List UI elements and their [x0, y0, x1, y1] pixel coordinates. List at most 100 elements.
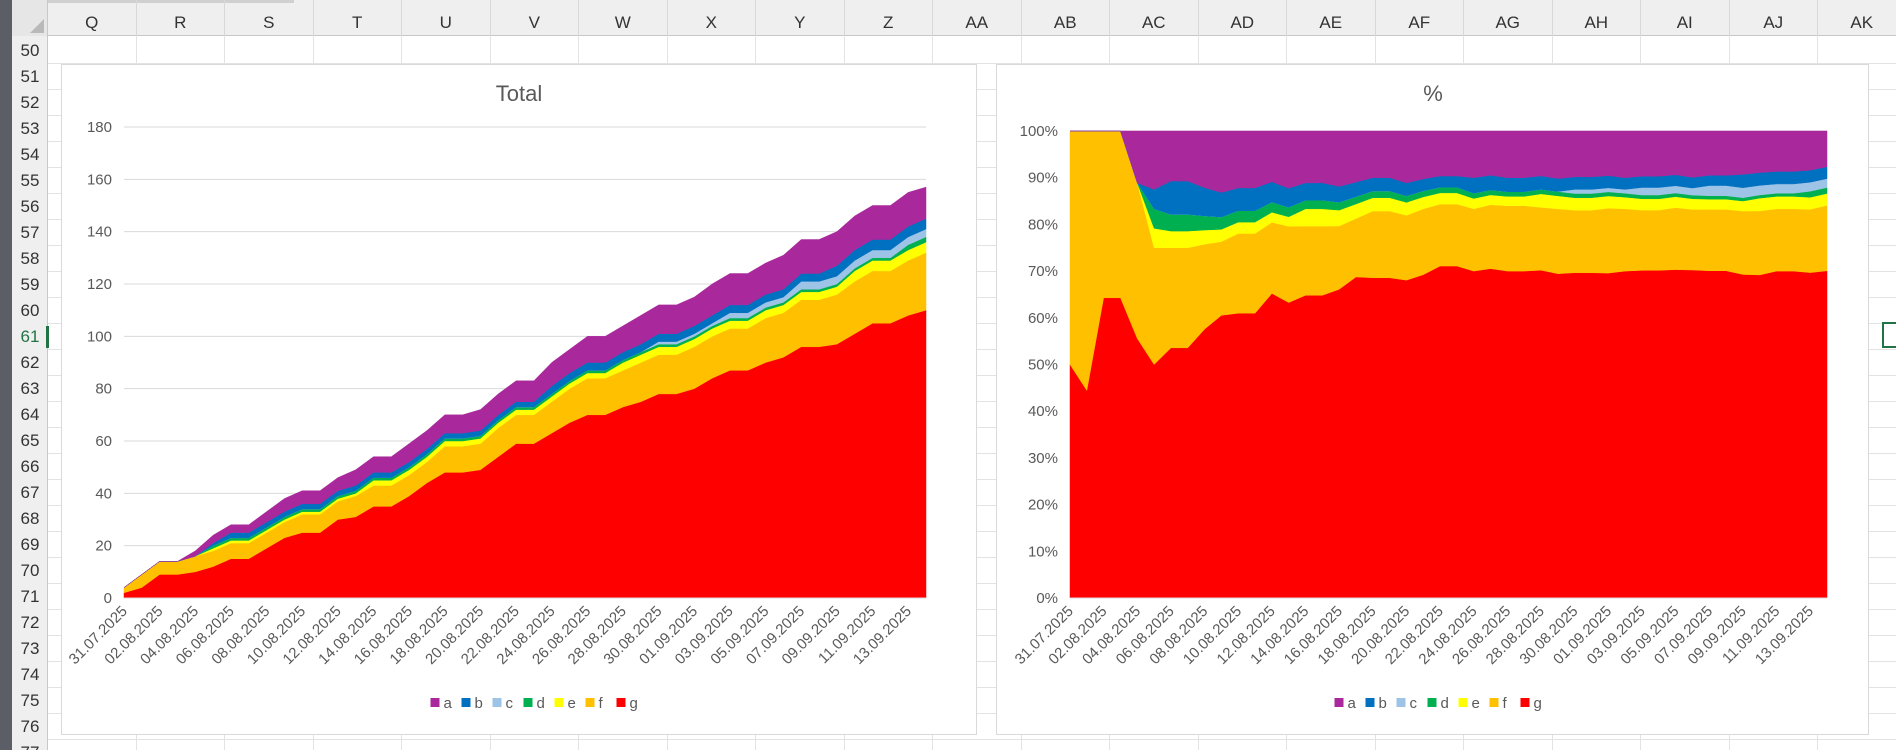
chart-percent[interactable]: % 0% 10% 20% 30% 40% 50% 60% 70% 80% 90% 100% 31.07.…	[996, 64, 1869, 735]
column-header-q[interactable]: Q	[48, 0, 137, 36]
legend-item-c: c	[1396, 695, 1418, 712]
column-header-s[interactable]: S	[225, 0, 314, 36]
column-header-r[interactable]: R	[137, 0, 225, 36]
y-tick-label: 30%	[1028, 450, 1058, 467]
legend-label-d: d	[537, 695, 545, 712]
row-header-62[interactable]: 62	[20, 353, 40, 372]
column-header-aj[interactable]: AJ	[1730, 0, 1818, 36]
row-header-52[interactable]: 52	[20, 93, 40, 112]
legend-item-a: a	[1334, 695, 1357, 712]
column-header-ai[interactable]: AI	[1641, 0, 1730, 36]
legend-swatch-c	[1396, 698, 1406, 707]
legend-swatch-e	[1458, 698, 1468, 707]
column-header-z[interactable]: Z	[845, 0, 933, 36]
row-header-68[interactable]: 68	[20, 509, 40, 528]
legend-swatch-f	[1489, 698, 1499, 707]
legend-swatch-b	[1365, 698, 1375, 707]
y-tick-label: 50%	[1028, 357, 1058, 374]
legend-item-d: d	[523, 695, 545, 712]
row-header-54[interactable]: 54	[20, 145, 40, 164]
row-header-64[interactable]: 64	[20, 405, 40, 424]
legend-label-a: a	[1348, 695, 1357, 712]
row-header-bar: 50 51 52 53 54 55 56 57 58 59 60 61 62 63 64 65 66 67 68 69…	[12, 36, 49, 750]
y-tick-label: 20%	[1028, 497, 1058, 514]
legend-swatch-c	[492, 698, 502, 707]
column-header-ak[interactable]: AK	[1818, 0, 1896, 36]
row-header-73[interactable]: 73	[20, 639, 40, 658]
y-tick-label: 180	[87, 119, 112, 136]
row-header-74[interactable]: 74	[20, 665, 40, 684]
y-tick-label: 0	[104, 590, 112, 607]
column-header-y[interactable]: Y	[756, 0, 845, 36]
row-header-56[interactable]: 56	[20, 197, 40, 216]
column-header-aa[interactable]: AA	[933, 0, 1022, 36]
column-header-x[interactable]: X	[668, 0, 756, 36]
row-header-58[interactable]: 58	[20, 249, 40, 268]
chart-title: Total	[496, 81, 542, 106]
chart-percent-svg: %0%10%20%30%40%50%60%70%80%90%100%31.07.…	[1012, 81, 1828, 712]
column-header-af[interactable]: AF	[1376, 0, 1464, 36]
legend-item-c: c	[492, 695, 514, 712]
area-series-a	[123, 186, 927, 588]
select-all-button[interactable]	[12, 0, 48, 36]
column-header-ac[interactable]: AC	[1110, 0, 1199, 36]
column-header-ae[interactable]: AE	[1287, 0, 1376, 36]
row-header-67[interactable]: 67	[20, 483, 40, 502]
column-header-ad[interactable]: AD	[1199, 0, 1287, 36]
row-header-75[interactable]: 75	[20, 691, 40, 710]
legend-swatch-b	[461, 698, 471, 707]
y-tick-label: 0%	[1036, 590, 1058, 607]
row-header-72[interactable]: 72	[20, 613, 40, 632]
row-header-60[interactable]: 60	[20, 301, 40, 320]
legend-item-e: e	[1458, 695, 1480, 712]
legend-swatch-f	[585, 698, 595, 707]
legend-label-g: g	[1534, 695, 1542, 712]
legend-item-g: g	[616, 695, 638, 712]
row-header-77[interactable]: 77	[12, 740, 48, 750]
y-tick-label: 60%	[1028, 310, 1058, 327]
column-header-ah[interactable]: AH	[1553, 0, 1641, 36]
legend-item-f: f	[1489, 695, 1508, 712]
column-header-w[interactable]: W	[579, 0, 668, 36]
legend-swatch-g	[616, 698, 626, 707]
row-header-65[interactable]: 65	[20, 431, 40, 450]
legend-label-c: c	[1410, 695, 1418, 712]
row-header-71[interactable]: 71	[20, 587, 40, 606]
legend-label-d: d	[1441, 695, 1449, 712]
row-header-76[interactable]: 76	[20, 717, 40, 736]
legend-label-b: b	[1379, 695, 1387, 712]
row-header-51[interactable]: 51	[20, 67, 40, 86]
legend-label-a: a	[444, 695, 453, 712]
column-header-ab[interactable]: AB	[1022, 0, 1110, 36]
row-header-53[interactable]: 53	[20, 119, 40, 138]
row-header-57[interactable]: 57	[20, 223, 40, 242]
gridline-horizontal	[48, 739, 1896, 740]
column-header-t[interactable]: T	[314, 0, 402, 36]
row-header-66[interactable]: 66	[20, 457, 40, 476]
legend-swatch-d	[1427, 698, 1437, 707]
chart-total[interactable]: Total 0 20 40 60 80 100 120 140 160 180 31.07.2025 0…	[61, 64, 977, 735]
selected-cell[interactable]	[1882, 322, 1896, 348]
y-tick-label: 70%	[1028, 263, 1058, 280]
column-header-v[interactable]: V	[491, 0, 579, 36]
row-header-63[interactable]: 63	[20, 379, 40, 398]
row-header-50[interactable]: 50	[20, 41, 40, 60]
top-tab-edge	[48, 0, 294, 3]
column-header-u[interactable]: U	[402, 0, 491, 36]
y-tick-label: 60	[95, 433, 112, 450]
row-header-61[interactable]: 61	[12, 324, 49, 350]
legend-swatch-a	[1334, 698, 1344, 707]
legend-label-c: c	[506, 695, 514, 712]
y-tick-label: 100	[87, 328, 112, 345]
row-header-59[interactable]: 59	[20, 275, 40, 294]
legend-item-a: a	[430, 695, 453, 712]
legend-label-e: e	[1472, 695, 1480, 712]
row-header-69[interactable]: 69	[20, 535, 40, 554]
legend-swatch-d	[523, 698, 533, 707]
legend-label-f: f	[599, 695, 604, 712]
y-tick-label: 20	[95, 538, 112, 555]
column-header-ag[interactable]: AG	[1464, 0, 1553, 36]
row-header-70[interactable]: 70	[20, 561, 40, 580]
row-header-55[interactable]: 55	[20, 171, 40, 190]
legend-item-b: b	[461, 695, 483, 712]
